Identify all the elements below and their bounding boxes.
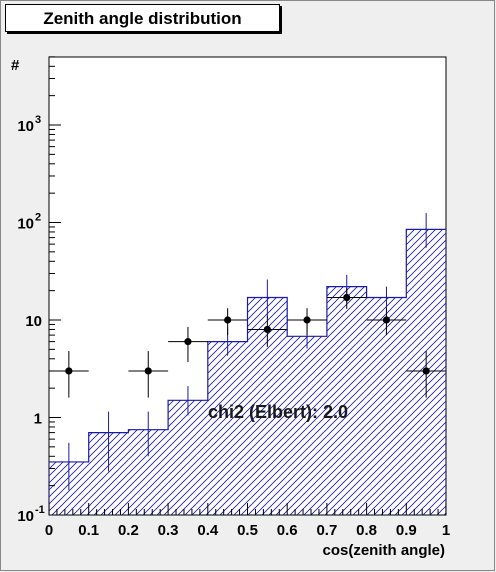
y-axis-label: # [11, 57, 20, 74]
x-tick-label: 0.4 [197, 522, 219, 539]
x-tick-label: 1 [442, 522, 450, 539]
x-axis-label: cos(zenith angle) [322, 542, 445, 559]
data-point [422, 367, 430, 375]
x-tick-label: 0.3 [158, 522, 179, 539]
histogram-bin [326, 286, 367, 515]
data-points-layer [49, 288, 446, 398]
histogram-bin [207, 341, 248, 515]
x-tick-label: 0.8 [356, 522, 377, 539]
chart-title-box: Zenith angle distribution [5, 4, 280, 32]
data-point [144, 367, 152, 375]
data-point [382, 316, 391, 324]
data-point [343, 293, 351, 302]
x-tick-label: 0.9 [396, 522, 417, 539]
x-tick-label: 0.5 [237, 522, 258, 539]
y-tick-label: 1 [34, 411, 42, 428]
y-tick-exponent: 2 [35, 212, 41, 224]
histogram-bin [168, 400, 208, 515]
data-point [224, 316, 232, 324]
x-axis: 0 0.1 0.2 0.3 0.4 0.5 0.6 0.7 0.8 0.9 1 [45, 503, 450, 539]
x-tick-label: 0.1 [78, 522, 99, 539]
x-tick-label: 0.7 [316, 522, 337, 539]
y-tick-exponent: -1 [35, 504, 45, 516]
y-tick-label: 10 [17, 508, 34, 525]
data-point [65, 367, 73, 375]
x-tick-label: 0.2 [118, 522, 139, 539]
chi2-annotation: chi2 (Elbert): 2.0 [208, 402, 348, 422]
x-tick-label: 0 [45, 522, 53, 539]
y-tick-label: 10 [17, 118, 34, 135]
y-tick-exponent: 3 [35, 114, 41, 126]
y-tick-label: 10 [25, 313, 42, 330]
data-point [303, 316, 311, 324]
chart-title: Zenith angle distribution [43, 9, 242, 28]
x-tick-label: 0.6 [277, 522, 298, 539]
data-point [263, 325, 271, 334]
histogram-bin [287, 336, 327, 515]
data-point [184, 338, 192, 346]
y-tick-label: 10 [17, 216, 34, 233]
